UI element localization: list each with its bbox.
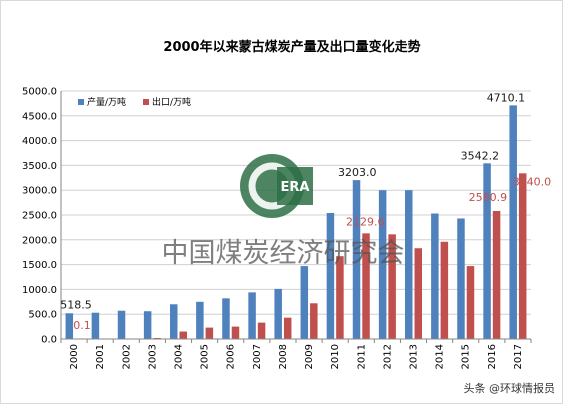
data-label: 3542.2: [461, 149, 500, 162]
chart-title: 2000年以来蒙古煤炭产量及出口量变化走势: [163, 39, 420, 55]
era-logo-icon: ERA: [240, 154, 313, 218]
data-label: 2580.9: [469, 191, 508, 204]
bar-export: [258, 323, 266, 339]
x-tick-label: 2013: [409, 344, 420, 369]
y-tick-label: 500.0: [28, 310, 57, 321]
y-tick-label: 4000.0: [22, 136, 57, 147]
x-tick-label: 2007: [252, 344, 263, 369]
y-tick-label: 3000.0: [22, 186, 57, 197]
bar-production: [170, 304, 178, 339]
bar-export: [310, 303, 318, 339]
x-tick-label: 2017: [513, 344, 524, 369]
bar-production: [431, 214, 439, 339]
x-tick-label: 2016: [487, 344, 498, 369]
bar-production: [274, 289, 282, 339]
bar-production: [92, 313, 100, 339]
x-tick-label: 2003: [147, 344, 158, 369]
y-tick-label: 4500.0: [22, 111, 57, 122]
x-tick-label: 2008: [278, 344, 289, 369]
legend-swatch-export: [143, 99, 149, 105]
x-tick-label: 2001: [95, 344, 106, 369]
data-label: 3203.0: [338, 166, 377, 179]
x-tick-label: 2015: [461, 344, 472, 369]
bar-export: [493, 211, 501, 339]
data-label: 3340.0: [513, 175, 552, 188]
bar-production: [144, 311, 152, 339]
x-tick-label: 2000: [69, 344, 80, 369]
x-tick-label: 2004: [174, 344, 185, 369]
bar-export: [519, 173, 527, 339]
bar-export: [284, 318, 292, 339]
data-label: 4710.1: [487, 91, 526, 104]
bar-production: [327, 213, 335, 339]
bar-production: [301, 266, 309, 339]
legend-label-production: 产量/万吨: [87, 96, 126, 108]
bar-production: [457, 218, 465, 339]
bar-production: [118, 311, 126, 339]
bar-production: [405, 190, 413, 339]
era-logo-text: ERA: [281, 180, 310, 195]
bar-production: [483, 163, 491, 339]
bar-export: [467, 266, 475, 339]
x-tick-label: 2011: [356, 344, 367, 369]
x-tick-label: 2009: [304, 344, 315, 369]
y-tick-label: 5000.0: [22, 87, 57, 98]
bar-export: [232, 327, 240, 339]
bar-export: [206, 328, 214, 339]
x-tick-label: 2006: [226, 344, 237, 369]
legend-label-export: 出口/万吨: [152, 96, 191, 108]
x-tick-label: 2005: [200, 344, 211, 369]
data-label: 0.1: [73, 319, 91, 332]
bar-export: [180, 332, 188, 339]
bar-production: [222, 298, 230, 339]
bar-production: [66, 313, 74, 339]
y-tick-label: 3500.0: [22, 161, 57, 172]
y-tick-label: 1500.0: [22, 260, 57, 271]
bar-production: [248, 292, 256, 339]
y-tick-label: 1000.0: [22, 285, 57, 296]
source-label: 头条 @环球情报员: [464, 381, 556, 395]
legend: 产量/万吨 出口/万吨: [78, 96, 191, 108]
bar-production: [509, 105, 517, 339]
y-tick-label: 2000.0: [22, 235, 57, 246]
y-tick-label: 2500.0: [22, 211, 57, 222]
data-label: 518.5: [60, 298, 92, 311]
x-tick-label: 2012: [382, 344, 393, 369]
x-tick-label: 2010: [330, 344, 341, 369]
x-tick-label: 2014: [435, 344, 446, 369]
bar-production: [196, 302, 204, 339]
data-label: 2129.6: [346, 215, 385, 228]
y-tick-label: 0.0: [41, 335, 57, 346]
bar-export: [441, 242, 449, 339]
x-tick-label: 2002: [121, 344, 132, 369]
legend-swatch-production: [78, 99, 84, 105]
bar-export: [415, 248, 423, 339]
watermark-org-name: 中国煤炭经济研究会: [162, 238, 405, 269]
